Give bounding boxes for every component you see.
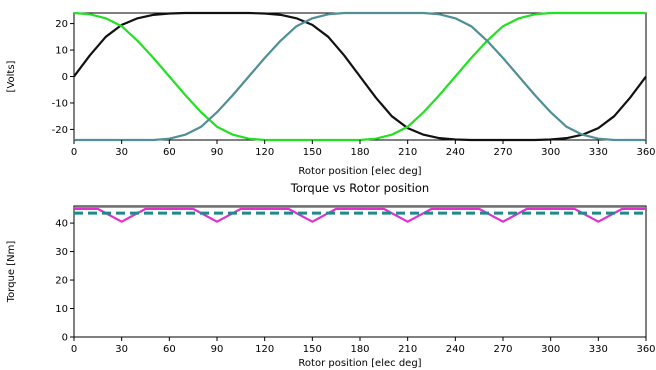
- y-tick-label: 10: [55, 46, 68, 57]
- x-tick-label: 0: [71, 147, 77, 158]
- x-tick-label: 240: [446, 147, 465, 158]
- torque-chart: Torque vs Rotor position 0 30 60 90 120 150 18…: [6, 181, 656, 369]
- x-tick-label: 0: [71, 344, 77, 355]
- y-tick-label: -10: [52, 98, 68, 109]
- voltage-y-ticks: -20 -10 0 10 20: [52, 19, 74, 136]
- x-tick-label: 90: [211, 344, 224, 355]
- torque-x-axis-label: Rotor position [elec deg]: [298, 358, 421, 369]
- x-tick-label: 90: [211, 147, 224, 158]
- x-tick-label: 360: [636, 147, 655, 158]
- x-tick-label: 210: [398, 344, 417, 355]
- voltage-series-group: [74, 11, 646, 142]
- series-line-2: [74, 11, 646, 142]
- torque-plot-area: [73, 205, 647, 338]
- torque-y-ticks: 0 10 20 30 40: [55, 219, 74, 344]
- x-tick-label: 240: [446, 344, 465, 355]
- x-tick-label: 150: [303, 147, 322, 158]
- x-tick-label: 150: [303, 344, 322, 355]
- y-tick-label: 10: [55, 304, 68, 315]
- y-tick-label: 0: [62, 333, 68, 344]
- y-tick-label: 20: [55, 276, 68, 287]
- torque-chart-title: Torque vs Rotor position: [290, 181, 429, 195]
- voltage-y-axis-label: [Volts]: [6, 60, 17, 92]
- x-tick-label: 60: [163, 147, 176, 158]
- voltage-x-axis-label: Rotor position [elec deg]: [298, 166, 421, 177]
- x-tick-label: 180: [350, 147, 369, 158]
- x-tick-label: 330: [589, 344, 608, 355]
- y-tick-label: -20: [52, 125, 68, 136]
- torque-series-group: [74, 206, 646, 223]
- torque-y-axis-label: Torque [Nm]: [6, 241, 17, 304]
- x-tick-label: 210: [398, 147, 417, 158]
- x-tick-label: 300: [541, 147, 560, 158]
- voltage-x-ticks: 0 30 60 90 120 150 180 210 240 270 300 330 360: [71, 140, 656, 158]
- y-tick-label: 30: [55, 247, 68, 258]
- voltage-chart: 0 30 60 90 120 150 180 210 240 270 300 330 360 -20 -1…: [6, 11, 656, 177]
- x-tick-label: 300: [541, 344, 560, 355]
- torque-x-ticks: 0 30 60 90 120 150 180 210 240 270 300 330 360: [71, 337, 656, 355]
- x-tick-label: 60: [163, 344, 176, 355]
- x-tick-label: 270: [493, 344, 512, 355]
- x-tick-label: 330: [589, 147, 608, 158]
- x-tick-label: 360: [636, 344, 655, 355]
- x-tick-label: 30: [115, 344, 128, 355]
- x-tick-label: 270: [493, 147, 512, 158]
- y-tick-label: 40: [55, 219, 68, 230]
- x-tick-label: 180: [350, 344, 369, 355]
- series-line-1: [74, 207, 646, 223]
- y-tick-label: 20: [55, 19, 68, 30]
- x-tick-label: 120: [255, 147, 274, 158]
- series-line-0: [74, 11, 646, 142]
- x-tick-label: 30: [115, 147, 128, 158]
- y-tick-label: 0: [62, 72, 68, 83]
- x-tick-label: 120: [255, 344, 274, 355]
